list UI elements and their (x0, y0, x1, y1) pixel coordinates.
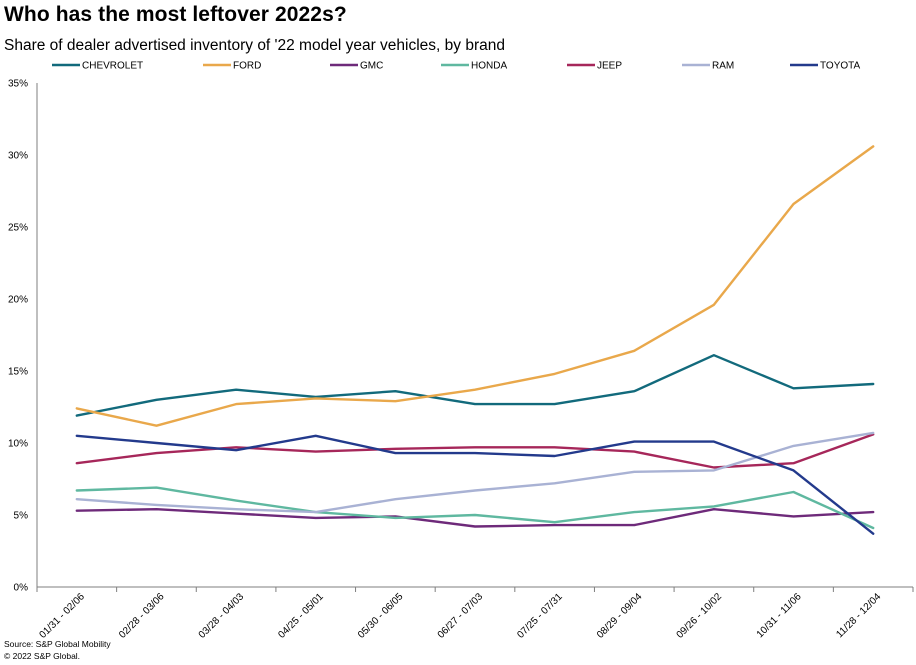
copyright-note: © 2022 S&P Global. (4, 651, 81, 661)
series-line-honda (75, 486, 875, 530)
legend-label: JEEP (597, 61, 622, 72)
x-tick-label: 01/31 - 02/06 (37, 591, 87, 641)
legend-label: FORD (233, 61, 261, 72)
chart-subtitle: Share of dealer advertised inventory of … (4, 37, 505, 54)
x-tick-label: 07/25 - 07/31 (515, 591, 565, 641)
series-line-ford (75, 145, 875, 427)
x-tick-label: 04/25 - 05/01 (276, 591, 326, 641)
series-lines (75, 145, 875, 535)
series-line-chevrolet (75, 354, 875, 417)
legend-label: TOYOTA (820, 61, 861, 72)
x-tick-label: 09/26 - 10/02 (675, 591, 725, 641)
x-tick-label: 05/30 - 06/05 (356, 591, 406, 641)
legend-label: RAM (712, 61, 734, 72)
source-note: Source: S&P Global Mobility (4, 639, 111, 649)
y-axis: 0% 5% 10% 15% 20% 25% 30% 35% (8, 79, 38, 594)
y-tick-label: 10% (8, 439, 28, 450)
y-tick-label: 25% (8, 223, 28, 234)
y-tick-label: 15% (8, 367, 28, 378)
series-line-toyota (75, 434, 875, 535)
x-tick-label: 08/29 - 09/04 (595, 591, 645, 641)
y-tick-label: 30% (8, 151, 28, 162)
x-axis: 01/31 - 02/06 02/28 - 03/06 03/28 - 04/03 0… (36, 586, 914, 641)
x-tick-label: 10/31 - 11/06 (755, 591, 804, 640)
x-tick-label: 02/28 - 03/06 (117, 591, 167, 641)
series-line-jeep (75, 433, 875, 469)
x-tick-label: 03/28 - 04/03 (197, 591, 247, 641)
legend-label: CHEVROLET (82, 61, 143, 72)
y-tick-label: 0% (14, 583, 29, 594)
chart-title: Who has the most leftover 2022s? (4, 3, 347, 26)
y-tick-label: 5% (14, 511, 29, 522)
y-tick-label: 20% (8, 295, 28, 306)
legend-label: HONDA (471, 61, 507, 72)
x-tick-label: 06/27 - 07/03 (436, 591, 486, 641)
x-tick-label: 11/28 - 12/04 (834, 591, 883, 640)
series-line-ram (75, 431, 875, 514)
series-line-gmc (75, 508, 875, 528)
y-tick-label: 35% (8, 79, 28, 90)
legend-label: GMC (360, 61, 383, 72)
legend: CHEVROLET FORD GMC HONDA JEEP RAM TOYOTA (52, 61, 861, 72)
